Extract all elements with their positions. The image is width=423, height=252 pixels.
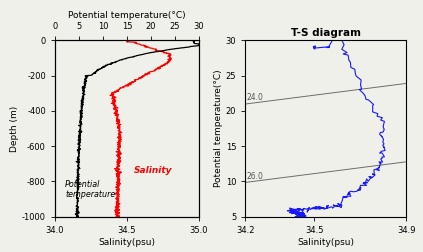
Title: T-S diagram: T-S diagram <box>291 28 361 38</box>
Text: Salinity: Salinity <box>134 166 173 175</box>
Text: Potential
temperature: Potential temperature <box>65 180 115 199</box>
Y-axis label: Potential temperature(°C): Potential temperature(°C) <box>214 70 223 187</box>
Text: 24.0: 24.0 <box>247 93 264 103</box>
Y-axis label: Depth (m): Depth (m) <box>10 105 19 152</box>
Text: 26.0: 26.0 <box>247 172 264 181</box>
X-axis label: Salinity(psu): Salinity(psu) <box>297 238 354 246</box>
X-axis label: Salinity(psu): Salinity(psu) <box>99 238 155 246</box>
X-axis label: Potential temperature(°C): Potential temperature(°C) <box>68 11 186 20</box>
